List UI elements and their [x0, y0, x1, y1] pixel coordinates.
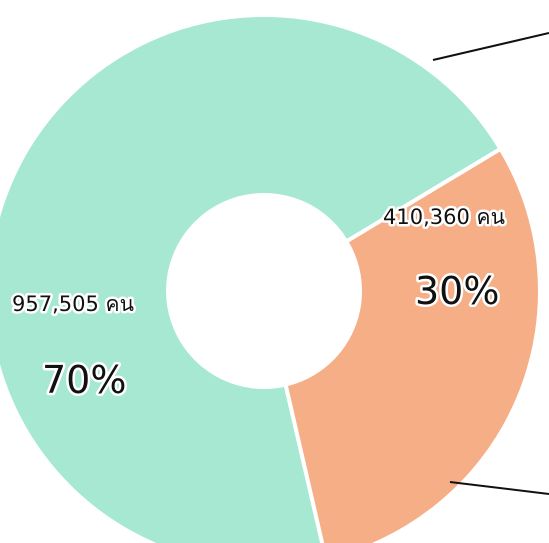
- leader-line-top: [432, 32, 549, 61]
- slice-value-label-0: 957,505 คน: [12, 292, 134, 316]
- donut-slice-1: [283, 146, 542, 543]
- data-labels: 410,360 คน 30% 957,505 คน 70%: [10, 203, 508, 405]
- leader-line-bottom: [449, 481, 549, 495]
- leader-lines: [432, 32, 549, 495]
- slice-percent-label-0: 70%: [42, 358, 126, 402]
- donut-slice-0: [0, 13, 503, 543]
- donut-slices: [0, 13, 542, 543]
- slice-value-label-1: 410,360 คน: [383, 205, 505, 229]
- slice-percent-label-1: 30%: [415, 269, 499, 313]
